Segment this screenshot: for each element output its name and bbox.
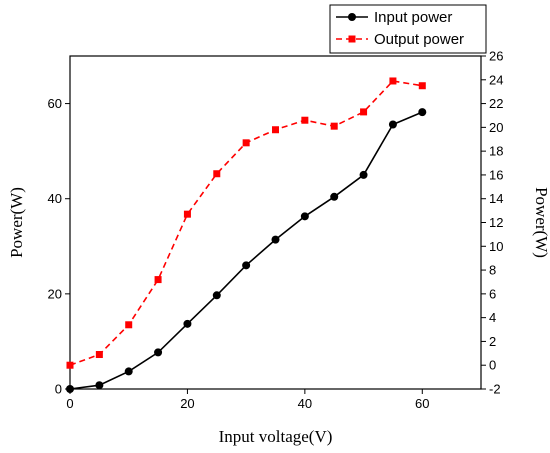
y2-tick-label-12: 12 [489,215,503,230]
y2-tick-label-18: 18 [489,144,503,159]
series-1-point-1 [95,351,103,359]
legend-marker-0 [348,13,356,21]
y2-tick-label-0: 0 [489,358,496,373]
plot-frame [69,55,482,390]
legend: Input power Output power [329,4,487,54]
y2-axis-label: Power(W) [532,187,550,258]
series-0-point-4 [183,319,192,328]
y2-tick-label--2: -2 [489,382,501,397]
y2-tick-label-10: 10 [489,239,503,254]
series-0-point-5 [212,291,221,300]
series-1-point-4 [183,210,191,218]
x-axis-label: Input voltage(V) [219,427,333,446]
y2-tick-label-20: 20 [489,120,503,135]
x-tick-label-60: 60 [415,396,429,411]
series-1-point-12 [418,82,426,90]
x-tick-label-20: 20 [180,396,194,411]
y2-tick-label-2: 2 [489,334,496,349]
y-tick-label-20: 20 [48,286,62,301]
series-1-point-7 [272,126,279,134]
y2-tick-label-26: 26 [489,49,503,64]
legend-label-0: Input power [374,9,452,26]
series-1-point-3 [154,276,162,284]
x-tick-label-40: 40 [298,396,312,411]
series-1-point-10 [360,108,368,116]
series [66,77,427,393]
y2-tick-label-6: 6 [489,286,496,301]
y-tick-label-40: 40 [48,191,62,206]
series-1-point-11 [389,77,397,85]
series-line-0 [69,111,423,390]
series-0-point-6 [242,261,251,270]
y2-tick-label-14: 14 [489,191,503,206]
series-0-point-1 [95,381,104,390]
series-0-point-7 [271,235,280,244]
series-0-point-10 [359,170,368,179]
legend-label-1: Output power [374,31,464,48]
x-tick-label-0: 0 [66,396,73,411]
y2-tick-label-24: 24 [489,72,503,87]
series-line-1 [69,80,423,366]
y-tick-label-60: 60 [48,96,62,111]
series-0-point-12 [418,108,427,117]
y2-tick-label-22: 22 [489,96,503,111]
series-1-point-0 [66,361,74,369]
series-1-point-5 [213,170,221,178]
y2-tick-label-4: 4 [489,310,496,325]
axes [69,55,482,390]
series-1-point-8 [301,116,309,124]
series-1-point-9 [330,122,338,130]
y-tick-label-0: 0 [55,382,62,397]
series-1-point-2 [125,321,133,329]
series-1-point-6 [242,139,250,147]
legend-box [329,4,487,54]
y2-tick-label-16: 16 [489,167,503,182]
series-0-point-8 [300,212,309,221]
y-axis-label: Power(W) [7,187,26,258]
series-0-point-2 [124,367,133,376]
series-0-point-0 [66,385,74,393]
legend-marker-1 [348,35,356,43]
series-0-point-9 [330,192,339,201]
series-0-point-11 [388,120,397,129]
series-0-point-3 [154,348,163,357]
y2-tick-label-8: 8 [489,263,496,278]
